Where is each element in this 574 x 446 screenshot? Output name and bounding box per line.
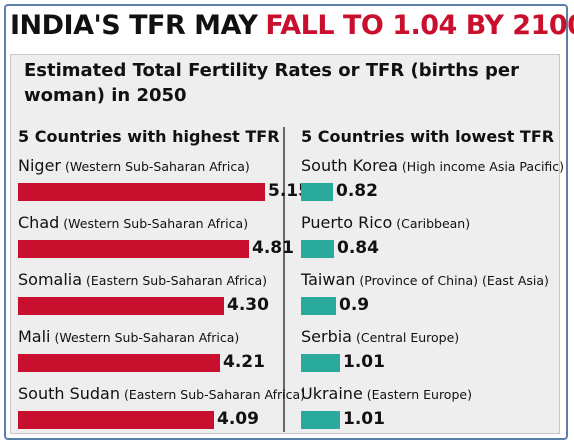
region-name: (Western Sub-Saharan Africa) [59, 216, 249, 231]
region-name: (Province of China) (East Asia) [355, 273, 549, 288]
country-name: Chad [18, 213, 60, 232]
value-label: 0.84 [337, 238, 379, 258]
country-name: Puerto Rico [301, 213, 393, 232]
low-tfr-row: Puerto Rico (Caribbean) 0.84 [301, 213, 561, 271]
low-tfr-row: South Korea (High income Asia Pacific) 0.… [301, 156, 564, 214]
region-name: (Caribbean) [392, 216, 471, 231]
headline-part1: INDIA'S TFR MAY [10, 10, 258, 41]
headline-part2: FALL TO 1.04 BY 2100 [265, 10, 574, 41]
country-name: Taiwan [301, 270, 356, 289]
region-name: (Eastern Sub-Saharan Africa) [119, 387, 306, 402]
row-label: Chad (Western Sub-Saharan Africa) [18, 213, 248, 234]
value-label: 4.30 [227, 295, 269, 315]
high-tfr-row: Niger (Western Sub-Saharan Africa) 5.15 [18, 156, 310, 214]
high-tfr-row: South Sudan (Eastern Sub-Saharan Africa)… [18, 384, 305, 442]
region-name: (High income Asia Pacific) [397, 159, 565, 174]
region-name: (Western Sub-Saharan Africa) [61, 159, 250, 174]
row-label: Ukraine (Eastern Europe) [301, 384, 472, 405]
row-label: Somalia (Eastern Sub-Saharan Africa) [18, 270, 267, 291]
column-divider [283, 127, 285, 432]
low-tfr-row: Serbia (Central Europe) 1.01 [301, 327, 561, 385]
region-name: (Western Sub-Saharan Africa) [50, 330, 240, 345]
country-name: Somalia [18, 270, 83, 289]
high-tfr-bar [18, 411, 214, 429]
low-tfr-bar [301, 240, 334, 258]
chart-subtitle: Estimated Total Fertility Rates or TFR (… [24, 60, 519, 106]
country-name: Niger [18, 156, 61, 175]
value-label: 5.15 [268, 181, 310, 201]
outer-frame [4, 4, 568, 440]
high-tfr-row: Somalia (Eastern Sub-Saharan Africa) 4.30 [18, 270, 278, 328]
high-tfr-bar [18, 297, 224, 315]
row-label: Puerto Rico (Caribbean) [301, 213, 470, 234]
region-name: (Eastern Sub-Saharan Africa) [82, 273, 268, 288]
value-label: 1.01 [343, 352, 385, 372]
low-tfr-bar [301, 411, 340, 429]
value-label: 1.01 [343, 409, 385, 429]
value-label: 4.21 [223, 352, 265, 372]
country-name: Ukraine [301, 384, 363, 403]
high-tfr-row: Chad (Western Sub-Saharan Africa) 4.81 [18, 213, 294, 271]
region-name: (Eastern Europe) [362, 387, 472, 402]
row-label: Niger (Western Sub-Saharan Africa) [18, 156, 250, 177]
region-name: (Central Europe) [351, 330, 460, 345]
high-tfr-row: Mali (Western Sub-Saharan Africa) 4.21 [18, 327, 278, 385]
row-label: Serbia (Central Europe) [301, 327, 459, 348]
value-label: 0.9 [339, 295, 370, 315]
country-name: Serbia [301, 327, 352, 346]
value-label: 4.81 [252, 238, 294, 258]
country-name: Mali [18, 327, 51, 346]
low-tfr-bar [301, 183, 333, 201]
high-tfr-bar [18, 240, 249, 258]
country-name: South Korea [301, 156, 398, 175]
low-tfr-heading: 5 Countries with lowest TFR [301, 127, 555, 146]
row-label: Taiwan (Province of China) (East Asia) [301, 270, 549, 291]
low-tfr-row: Taiwan (Province of China) (East Asia) 0.… [301, 270, 561, 328]
high-tfr-bar [18, 183, 265, 201]
low-tfr-bar [301, 297, 336, 315]
headline: INDIA'S TFR MAY FALL TO 1.04 BY 2100 [10, 6, 574, 46]
high-tfr-bar [18, 354, 220, 372]
low-tfr-row: Ukraine (Eastern Europe) 1.01 [301, 384, 561, 442]
high-tfr-heading: 5 Countries with highest TFR [18, 127, 280, 146]
value-label: 0.82 [336, 181, 378, 201]
value-label: 4.09 [217, 409, 259, 429]
country-name: South Sudan [18, 384, 120, 403]
row-label: Mali (Western Sub-Saharan Africa) [18, 327, 239, 348]
row-label: South Korea (High income Asia Pacific) [301, 156, 564, 177]
low-tfr-bar [301, 354, 340, 372]
row-label: South Sudan (Eastern Sub-Saharan Africa) [18, 384, 305, 405]
